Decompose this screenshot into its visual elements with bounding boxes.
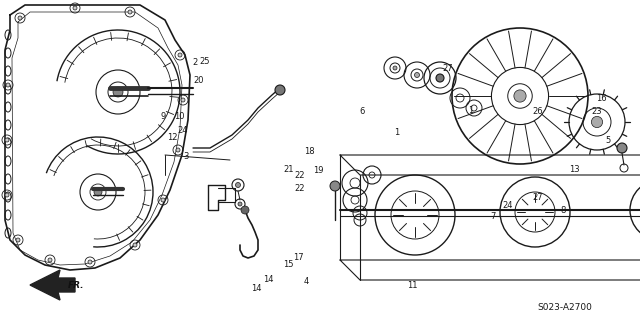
- Text: 5: 5: [605, 136, 611, 145]
- Text: 16: 16: [596, 94, 607, 103]
- Text: 26: 26: [532, 107, 543, 116]
- Text: 14: 14: [251, 284, 261, 293]
- Text: 14: 14: [264, 275, 274, 284]
- Circle shape: [5, 193, 9, 197]
- Text: 19: 19: [313, 166, 323, 175]
- Text: 18: 18: [304, 147, 314, 156]
- Polygon shape: [30, 270, 75, 300]
- Text: 27: 27: [532, 193, 543, 202]
- Circle shape: [18, 16, 22, 20]
- Circle shape: [275, 85, 285, 95]
- Circle shape: [236, 182, 241, 188]
- Text: 21: 21: [284, 165, 294, 174]
- Circle shape: [128, 10, 132, 14]
- Circle shape: [6, 83, 10, 87]
- Text: 25: 25: [200, 57, 210, 66]
- Text: 2: 2: [193, 58, 198, 67]
- Text: 1: 1: [394, 128, 399, 137]
- Circle shape: [73, 6, 77, 10]
- Circle shape: [133, 243, 137, 247]
- Circle shape: [176, 148, 180, 152]
- Text: 22: 22: [294, 171, 305, 180]
- Text: 7: 7: [490, 212, 495, 221]
- Circle shape: [238, 202, 242, 206]
- Text: 17: 17: [293, 253, 303, 262]
- Text: 6: 6: [359, 107, 364, 116]
- Text: 20: 20: [193, 76, 204, 85]
- Text: 10: 10: [174, 112, 184, 121]
- Text: 8: 8: [561, 206, 566, 215]
- Circle shape: [161, 198, 165, 202]
- Text: 22: 22: [294, 184, 305, 193]
- Circle shape: [181, 98, 185, 102]
- Circle shape: [591, 116, 603, 128]
- Text: 27: 27: [443, 64, 453, 73]
- Circle shape: [94, 188, 102, 196]
- Text: 24: 24: [502, 201, 513, 210]
- Text: FR.: FR.: [68, 280, 84, 290]
- Circle shape: [436, 74, 444, 82]
- Circle shape: [113, 87, 123, 97]
- Text: 15: 15: [283, 260, 293, 269]
- Circle shape: [617, 143, 627, 153]
- Circle shape: [178, 53, 182, 57]
- Circle shape: [48, 258, 52, 262]
- Circle shape: [88, 260, 92, 264]
- Circle shape: [415, 72, 419, 78]
- Text: 4: 4: [303, 277, 308, 286]
- Text: 23: 23: [591, 107, 602, 116]
- Text: 9: 9: [161, 112, 166, 121]
- Circle shape: [393, 66, 397, 70]
- Text: 1: 1: [468, 106, 473, 115]
- Circle shape: [330, 181, 340, 191]
- Text: 13: 13: [570, 165, 580, 174]
- Text: 12: 12: [168, 133, 178, 142]
- Circle shape: [16, 238, 20, 242]
- Circle shape: [514, 90, 526, 102]
- Text: 24: 24: [177, 126, 188, 135]
- Circle shape: [5, 138, 9, 142]
- Circle shape: [241, 206, 249, 214]
- Text: S023-A2700: S023-A2700: [538, 303, 593, 313]
- Text: 3: 3: [183, 152, 188, 161]
- Text: 11: 11: [408, 281, 418, 290]
